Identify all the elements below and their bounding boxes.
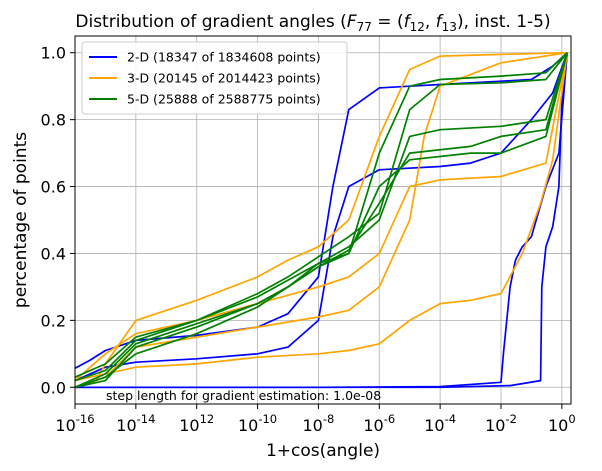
- legend: 2-D (18347 of 1834608 points) 3-D (20145 …: [81, 41, 348, 115]
- x-tick-label: 10-6: [363, 412, 395, 435]
- x-tick-label: 10-16: [55, 412, 94, 435]
- y-tick-label: 1.0: [41, 44, 66, 63]
- series-line-5-d: [74, 52, 569, 389]
- y-axis-label: percentage of points: [11, 132, 31, 308]
- y-axis-ticks: 0.0 0.2 0.4 0.6 0.8 1.0: [41, 44, 75, 397]
- x-tick-label: 10-10: [238, 412, 277, 435]
- series-line-5-d: [74, 52, 568, 389]
- series-line-2-d: [74, 52, 568, 382]
- y-tick-label: 0.6: [41, 178, 66, 197]
- chart-title: Distribution of gradient angles (F77 = (…: [75, 12, 550, 34]
- x-tick-label: 100: [548, 412, 576, 435]
- series-lines: [74, 51, 569, 389]
- y-tick-label: 0.0: [41, 378, 66, 397]
- x-tick-label: 10-8: [303, 412, 335, 435]
- series-line-5-d: [74, 52, 569, 382]
- x-axis-label: 1+cos(angle): [266, 441, 380, 461]
- x-tick-label: 10-2: [485, 412, 517, 435]
- series-line-3-d: [74, 51, 568, 389]
- x-tick-label: 1012: [179, 412, 214, 435]
- series-line-3-d: [74, 52, 569, 382]
- x-tick-label: 10-14: [116, 412, 155, 435]
- x-tick-label: 10-4: [424, 412, 456, 435]
- x-axis-ticks: 10-16 10-14 1012 10-10 10-8 10-6 10-4 10-2 100: [55, 404, 576, 435]
- legend-label: 5-D (25888 of 2588775 points): [127, 92, 321, 107]
- y-tick-label: 0.4: [41, 244, 66, 263]
- legend-label: 3-D (20145 of 2014423 points): [127, 71, 321, 86]
- plot-frame: [74, 35, 572, 405]
- series-line-3-d: [74, 52, 569, 382]
- legend-label: 2-D (18347 of 1834608 points): [127, 50, 321, 65]
- series-line-5-d: [74, 52, 568, 378]
- series-line-2-d: [75, 52, 569, 389]
- step-length-annotation: step length for gradient estimation: 1.0…: [106, 388, 381, 403]
- y-tick-label: 0.2: [41, 311, 66, 330]
- legend-box: [81, 41, 348, 115]
- y-tick-label: 0.8: [41, 111, 66, 130]
